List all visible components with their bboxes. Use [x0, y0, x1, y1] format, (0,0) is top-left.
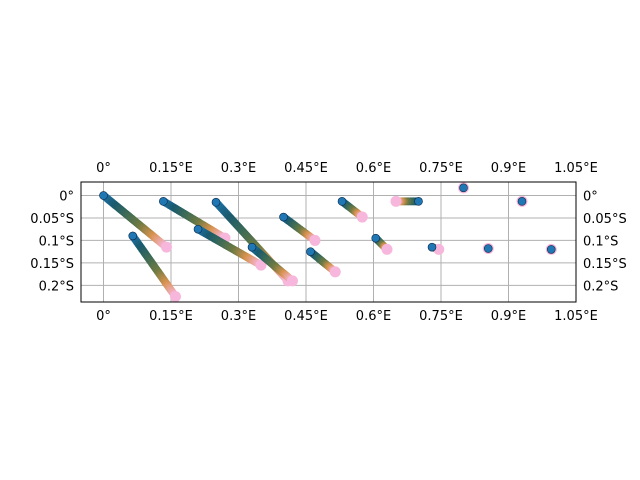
track-end-marker [170, 291, 181, 302]
x-tick-label-bottom: 0.15°E [149, 309, 193, 324]
y-tick-label-left: 0° [59, 189, 74, 204]
track-end-marker [287, 275, 298, 287]
track-end-marker [161, 241, 172, 253]
track-end-marker [329, 266, 341, 278]
track-16 [545, 243, 557, 255]
x-tick-label-top: 0.15°E [149, 161, 193, 176]
y-tick-label-right: 0.05°S [583, 212, 627, 227]
y-tick-label-right: 0.2°S [583, 279, 618, 294]
track-15 [482, 243, 494, 255]
x-tick-label-bottom: 0.45°E [284, 309, 328, 324]
track-start-marker [128, 231, 138, 241]
track-13 [458, 182, 469, 194]
track-10 [371, 233, 393, 255]
track-start-marker [427, 242, 437, 252]
track-start-marker [193, 224, 203, 234]
track-start-marker [99, 191, 108, 200]
y-tick-label-right: 0.15°S [583, 257, 627, 272]
y-tick-label-left: 0.2°S [39, 279, 74, 294]
track-start-marker [371, 233, 381, 243]
data-tracks [99, 182, 557, 302]
x-tick-label-top: 0.6°E [356, 161, 391, 176]
track-8 [306, 247, 341, 278]
y-tick-label-left: 0.1°S [39, 234, 74, 249]
track-start-marker [159, 197, 168, 206]
y-tick-label-left: 0.05°S [30, 212, 74, 227]
x-tick-label-top: 0.75°E [419, 161, 463, 176]
track-end-marker [381, 243, 393, 255]
track-start-marker [279, 212, 288, 222]
x-tick-label-top: 0° [96, 161, 111, 176]
track-12 [427, 242, 445, 255]
track-14 [516, 195, 528, 207]
track-start-marker [211, 197, 221, 207]
track-end-marker [255, 259, 267, 271]
x-tick-label-top: 0.45°E [284, 161, 328, 176]
track-4 [193, 224, 267, 271]
x-tick-label-bottom: 0.6°E [356, 309, 391, 324]
track-start-marker [414, 197, 423, 206]
track-6 [247, 242, 298, 287]
track-end-marker [390, 195, 402, 207]
track-start-marker [306, 247, 315, 256]
tick-labels: 0° 0° 0.15°E 0.15°E 0.3°E 0.3°E 0.45°E 0.45°E 0.… [30, 161, 626, 324]
track-start-marker [337, 197, 347, 206]
y-tick-label-left: 0.15°S [30, 257, 74, 272]
track-2 [128, 231, 181, 302]
track-11 [390, 195, 423, 207]
track-start-marker [517, 197, 527, 206]
y-tick-label-right: 0° [583, 189, 598, 204]
track-start-marker [546, 245, 556, 254]
x-tick-label-top: 0.9°E [491, 161, 526, 176]
x-tick-label-bottom: 0.3°E [221, 309, 256, 324]
track-end-marker [356, 211, 368, 223]
track-3 [159, 197, 231, 244]
map-frame [80, 181, 577, 303]
x-tick-label-bottom: 0.9°E [491, 309, 526, 324]
x-tick-label-bottom: 1.05°E [554, 309, 598, 324]
track-9 [337, 197, 368, 223]
track-end-marker [309, 234, 321, 246]
x-tick-label-top: 1.05°E [554, 161, 598, 176]
x-tick-label-bottom: 0.75°E [419, 309, 463, 324]
x-tick-label-bottom: 0° [96, 309, 111, 324]
x-tick-label-top: 0.3°E [221, 161, 256, 176]
track-7 [279, 212, 321, 246]
track-start-marker [483, 244, 493, 253]
y-tick-label-right: 0.1°S [583, 234, 618, 249]
track-start-marker [459, 183, 468, 193]
track-1 [99, 191, 172, 253]
track-start-marker [247, 242, 257, 252]
